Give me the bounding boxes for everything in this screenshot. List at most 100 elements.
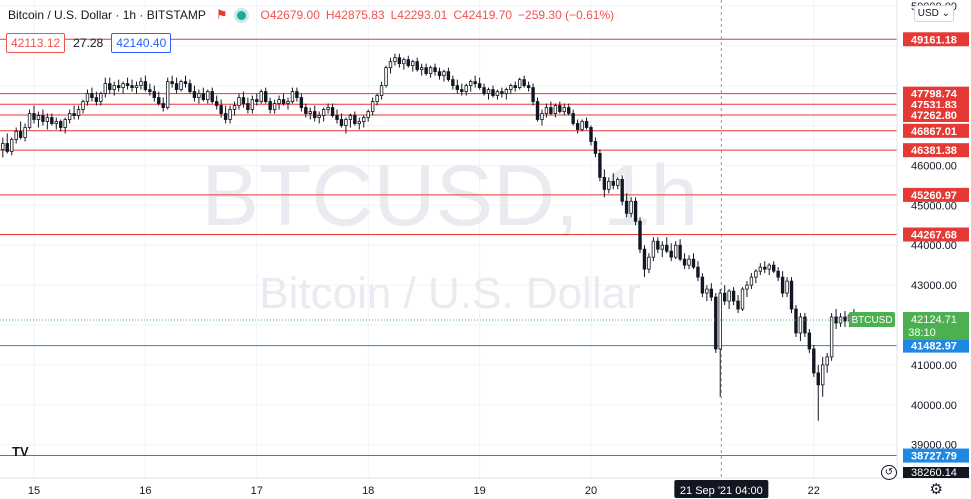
last-price-symbol: BTCUSD xyxy=(851,315,892,326)
candle-body xyxy=(477,83,482,88)
time-axis[interactable] xyxy=(0,478,897,499)
candle-body xyxy=(531,87,535,102)
candle-body xyxy=(54,121,58,124)
candle-body xyxy=(326,107,330,110)
level-label: 46867.01 xyxy=(911,126,957,138)
candle-body xyxy=(669,250,673,258)
candle-body xyxy=(353,115,357,124)
candle-body xyxy=(313,111,317,118)
candle-body xyxy=(558,105,562,112)
candle-body xyxy=(272,103,277,110)
time-tick-label: 18 xyxy=(362,485,374,497)
candle-body xyxy=(446,71,451,81)
candle-body xyxy=(174,83,179,90)
candle-body xyxy=(192,91,197,98)
candle-body xyxy=(816,372,820,386)
candle-body xyxy=(678,244,682,260)
candle-body xyxy=(393,57,397,63)
crosshair-time-label-bg xyxy=(674,480,769,498)
candle-body xyxy=(103,83,107,94)
candle-body xyxy=(99,93,103,102)
bar-countdown: 38:10 xyxy=(908,327,936,339)
candle-body xyxy=(32,113,36,120)
candle-body xyxy=(264,91,268,102)
candle-body xyxy=(152,91,157,98)
candle-body xyxy=(486,89,491,94)
ohlc-open: O42679.00 xyxy=(260,8,320,22)
candle-body xyxy=(776,270,780,278)
time-axis-ticks: 15 16 17 18 19 20 22 xyxy=(28,485,820,497)
candle-body xyxy=(544,107,549,114)
flag-icon[interactable]: ⚑ xyxy=(215,7,228,22)
candle-body xyxy=(23,127,27,138)
candle-body xyxy=(504,89,509,94)
candle-body xyxy=(419,67,424,71)
candle-body xyxy=(148,89,152,92)
candle-body xyxy=(330,107,335,116)
candle-body xyxy=(620,178,624,202)
candle-body xyxy=(94,97,99,102)
candle-body xyxy=(656,240,660,250)
watermark: BTCUSD, 1h Bitcoin / U.S. Dollar xyxy=(201,148,698,318)
level-label-bg xyxy=(903,448,969,463)
buy-button[interactable]: 42140.40 xyxy=(111,33,172,53)
candle-body xyxy=(522,79,526,86)
level-label-bg xyxy=(903,338,969,353)
level-label-bg xyxy=(903,97,969,112)
candle-body xyxy=(673,244,678,258)
symbol-title[interactable]: Bitcoin / U.S. Dollar · 1h · BITSTAMP xyxy=(8,8,206,22)
candle-body xyxy=(27,113,32,128)
candle-body xyxy=(246,103,250,110)
candle-body xyxy=(749,276,754,286)
candle-body xyxy=(700,276,705,294)
candle-body xyxy=(807,332,812,350)
level-label-bg xyxy=(903,108,969,123)
candle-body xyxy=(18,131,23,138)
candle-body xyxy=(299,97,304,108)
candle-body xyxy=(616,178,620,186)
candle-body xyxy=(290,91,295,102)
level-label: 41482.97 xyxy=(911,341,957,353)
currency-selector[interactable]: USD ⌄ xyxy=(913,5,954,22)
candle-body xyxy=(571,113,575,124)
candle-body xyxy=(535,101,540,120)
gear-icon[interactable]: ⚙ xyxy=(929,481,943,498)
candle-body xyxy=(59,121,63,128)
last-price-label-bg xyxy=(903,312,969,341)
candle-body xyxy=(691,258,696,268)
price-tick-label: 40000.00 xyxy=(911,400,957,412)
candle-body xyxy=(638,220,642,250)
sell-button[interactable]: 42113.12 xyxy=(6,33,66,53)
candle-body xyxy=(468,81,473,87)
level-label-bg xyxy=(903,143,969,158)
time-tick-label: 16 xyxy=(139,485,151,497)
ohlc-low: L42293.01 xyxy=(390,8,448,22)
scroll-to-latest-icon[interactable]: ↺ xyxy=(881,465,897,480)
ohlc-close: C42419.70 xyxy=(453,8,513,22)
candle-body xyxy=(237,97,241,106)
spread-value: 27.28 xyxy=(73,36,104,50)
chart-header: Bitcoin / U.S. Dollar · 1h · BITSTAMP ⚑ … xyxy=(8,6,620,24)
candle-body xyxy=(379,85,384,96)
candle-body xyxy=(1,143,5,150)
candle-body xyxy=(705,288,709,294)
candle-body xyxy=(366,111,370,118)
level-label: 47262.80 xyxy=(911,110,957,122)
candle-body xyxy=(81,101,85,110)
candle-body xyxy=(709,288,714,298)
candle-body xyxy=(794,308,798,334)
candle-body xyxy=(642,248,647,270)
candle-body xyxy=(14,131,18,140)
candle-body xyxy=(134,85,139,88)
candle-body xyxy=(130,85,134,88)
candle-body xyxy=(108,83,112,90)
market-open-dot-icon xyxy=(237,10,247,20)
candle-body xyxy=(584,121,589,128)
tradingview-logo[interactable]: TV xyxy=(12,444,29,459)
candle-body xyxy=(384,67,388,86)
candle-body xyxy=(188,83,192,92)
candle-body xyxy=(90,93,94,98)
candle-body xyxy=(660,244,664,250)
candle-body xyxy=(277,99,281,104)
